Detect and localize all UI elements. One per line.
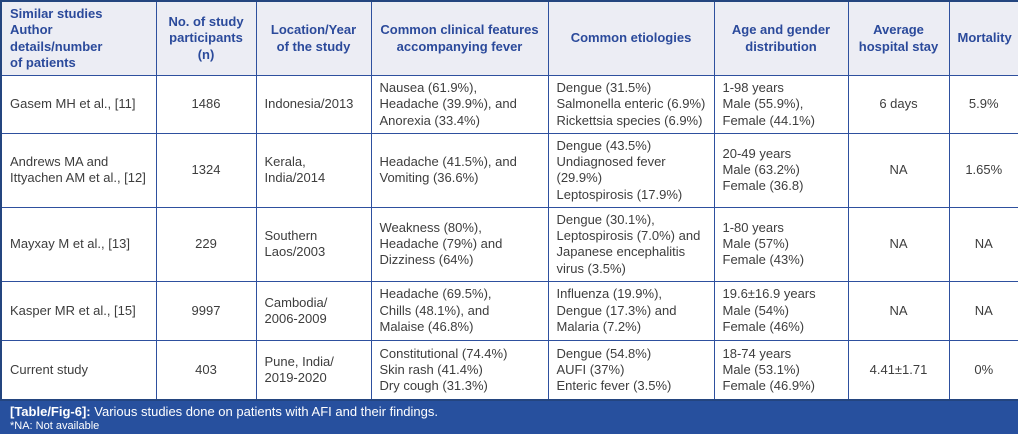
cell-features: Headache (41.5%), and Vomiting (36.6%) xyxy=(370,132,549,208)
cell-hospital-stay: NA xyxy=(847,206,950,282)
cell-location: Indonesia/2013 xyxy=(255,75,372,134)
table-row: Andrews MA and Ittyachen AM et al., [12]… xyxy=(0,132,1018,208)
table-row: Mayxay M et al., [13] 229 Southern Laos/… xyxy=(0,206,1018,282)
cell-mortality: 1.65% xyxy=(948,132,1018,208)
cell-hospital-stay: NA xyxy=(847,280,950,341)
cell-location: Southern Laos/2003 xyxy=(255,206,372,282)
cell-age-gender: 1-80 years Male (57%) Female (43%) xyxy=(713,206,849,282)
cell-participants: 1486 xyxy=(155,75,257,134)
cell-etiologies: Dengue (54.8%) AUFI (37%) Enteric fever … xyxy=(547,339,715,401)
cell-author: Gasem MH et al., [11] xyxy=(0,75,157,134)
cell-participants: 9997 xyxy=(155,280,257,341)
cell-mortality: 0% xyxy=(948,339,1018,401)
header-location-year: Location/Year of the study xyxy=(255,0,372,76)
table-row: Gasem MH et al., [11] 1486 Indonesia/201… xyxy=(0,75,1018,134)
header-author-details: Similar studies Author details/number of… xyxy=(0,0,157,76)
na-footnote: *NA: Not available xyxy=(10,420,100,433)
header-mortality: Mortality xyxy=(948,0,1018,76)
cell-location: Cambodia/ 2006-2009 xyxy=(255,280,372,341)
cell-etiologies: Dengue (31.5%) Salmonella enteric (6.9%)… xyxy=(547,75,715,134)
cell-hospital-stay: NA xyxy=(847,132,950,208)
cell-features: Nausea (61.9%), Headache (39.9%), and An… xyxy=(370,75,549,134)
cell-etiologies: Dengue (43.5%) Undiagnosed fever (29.9%)… xyxy=(547,132,715,208)
cell-mortality: NA xyxy=(948,280,1018,341)
cell-hospital-stay: 6 days xyxy=(847,75,950,134)
cell-hospital-stay: 4.41±1.71 xyxy=(847,339,950,401)
table-header-row: Similar studies Author details/number of… xyxy=(0,0,1018,76)
header-age-gender: Age and gender distribution xyxy=(713,0,849,76)
table-row: Current study 403 Pune, India/ 2019-2020… xyxy=(0,339,1018,401)
cell-features: Constitutional (74.4%) Skin rash (41.4%)… xyxy=(370,339,549,401)
cell-location: Pune, India/ 2019-2020 xyxy=(255,339,372,401)
cell-etiologies: Dengue (30.1%), Leptospirosis (7.0%) and… xyxy=(547,206,715,282)
table-caption-text: Various studies done on patients with AF… xyxy=(90,404,438,420)
header-hospital-stay: Average hospital stay xyxy=(847,0,950,76)
cell-mortality: NA xyxy=(948,206,1018,282)
cell-etiologies: Influenza (19.9%), Dengue (17.3%) and Ma… xyxy=(547,280,715,341)
table-caption: [Table/Fig-6]: Various studies done on p… xyxy=(10,403,1008,420)
cell-location: Kerala, India/2014 xyxy=(255,132,372,208)
cell-participants: 403 xyxy=(155,339,257,401)
cell-participants: 229 xyxy=(155,206,257,282)
cell-age-gender: 18-74 years Male (53.1%) Female (46.9%) xyxy=(713,339,849,401)
cell-mortality: 5.9% xyxy=(948,75,1018,134)
header-etiologies: Common etiologies xyxy=(547,0,715,76)
cell-author: Mayxay M et al., [13] xyxy=(0,206,157,282)
cell-age-gender: 1-98 years Male (55.9%), Female (44.1%) xyxy=(713,75,849,134)
cell-author: Current study xyxy=(0,339,157,401)
header-clinical-features: Common clinical features accompanying fe… xyxy=(370,0,549,76)
cell-age-gender: 19.6±16.9 years Male (54%) Female (46%) xyxy=(713,280,849,341)
cell-author: Kasper MR et al., [15] xyxy=(0,280,157,341)
table-row: Kasper MR et al., [15] 9997 Cambodia/ 20… xyxy=(0,280,1018,341)
cell-features: Headache (69.5%), Chills (48.1%), and Ma… xyxy=(370,280,549,341)
cell-participants: 1324 xyxy=(155,132,257,208)
table-caption-label: [Table/Fig-6]: xyxy=(10,404,91,420)
cell-author: Andrews MA and Ittyachen AM et al., [12] xyxy=(0,132,157,208)
similar-studies-table: Similar studies Author details/number of… xyxy=(0,0,1018,402)
table-caption-bar: [Table/Fig-6]: Various studies done on p… xyxy=(0,401,1018,434)
cell-features: Weakness (80%), Headache (79%) and Dizzi… xyxy=(370,206,549,282)
cell-age-gender: 20-49 years Male (63.2%) Female (36.8) xyxy=(713,132,849,208)
header-participants: No. of study participants (n) xyxy=(155,0,257,76)
